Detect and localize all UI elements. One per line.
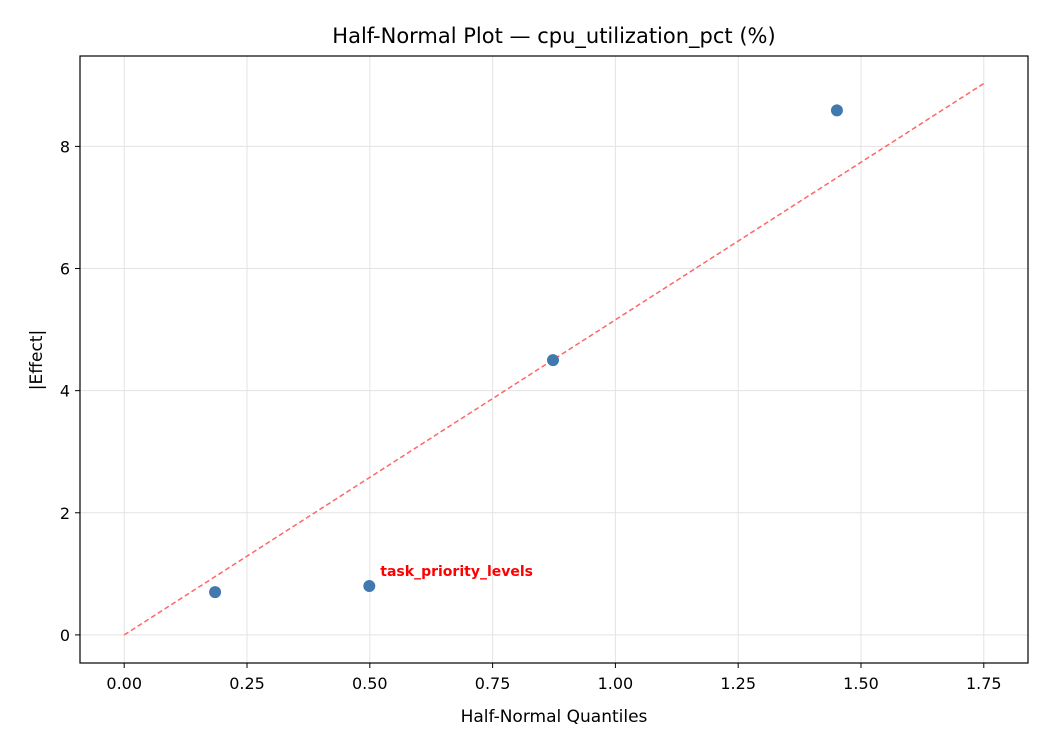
x-tick-label: 1.50 (843, 674, 879, 693)
y-tick-label: 2 (60, 504, 70, 523)
data-point (830, 104, 843, 117)
x-axis-label: Half-Normal Quantiles (461, 707, 648, 727)
y-tick-label: 6 (60, 260, 70, 279)
reference-line (123, 82, 985, 636)
y-axis-label: |Effect| (27, 330, 47, 390)
x-tick-label: 0.00 (106, 674, 142, 693)
x-tick-label: 0.75 (475, 674, 511, 693)
x-tick-label: 1.00 (598, 674, 634, 693)
chart-title: Half-Normal Plot — cpu_utilization_pct (… (332, 24, 775, 49)
data-point (363, 580, 376, 593)
x-tick-label: 0.25 (229, 674, 265, 693)
data-point (209, 586, 222, 599)
y-tick-label: 8 (60, 137, 70, 156)
point-annotation: task_priority_levels (380, 564, 533, 580)
data-point (547, 354, 560, 367)
y-tick-label: 4 (60, 382, 70, 401)
y-tick-label: 0 (60, 626, 70, 645)
plot-frame (79, 55, 1029, 664)
x-tick-label: 0.50 (352, 674, 388, 693)
x-tick-label: 1.25 (720, 674, 756, 693)
x-tick-label: 1.75 (966, 674, 1002, 693)
